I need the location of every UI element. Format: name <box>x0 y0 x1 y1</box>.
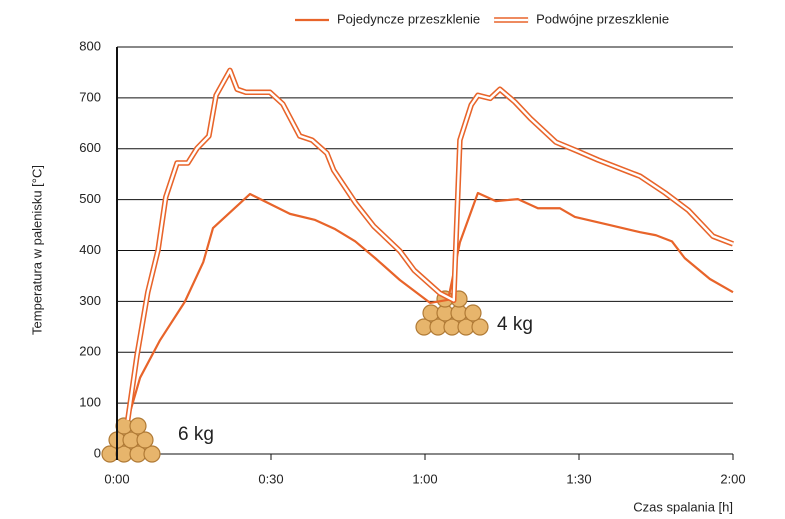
legend-label: Podwójne przeszklenie <box>536 11 669 26</box>
y-tick-label: 100 <box>79 395 101 410</box>
y-tick-label: 0 <box>94 445 101 460</box>
y-tick-label: 800 <box>79 38 101 53</box>
x-tick-label: 1:00 <box>412 471 437 486</box>
x-axis-label: Czas spalania [h] <box>633 499 733 514</box>
chart: Temperatura w palenisku [°C] Czas spalan… <box>0 0 785 519</box>
x-tick-label: 0:30 <box>258 471 283 486</box>
line-inner <box>128 70 733 420</box>
y-tick-label: 600 <box>79 140 101 155</box>
x-tick-label: 1:30 <box>566 471 591 486</box>
x-tick-label: 0:00 <box>104 471 129 486</box>
legend-label: Pojedyncze przeszklenie <box>337 11 480 26</box>
y-tick-label: 200 <box>79 344 101 359</box>
y-tick-label: 700 <box>79 89 101 104</box>
y-axis-label: Temperatura w palenisku [°C] <box>29 165 44 335</box>
y-tick-label: 400 <box>79 242 101 257</box>
annotation: 6 kg <box>178 424 214 445</box>
y-tick-label: 500 <box>79 191 101 206</box>
line <box>128 70 733 420</box>
x-tick-label: 2:00 <box>720 471 745 486</box>
y-tick-label: 300 <box>79 293 101 308</box>
annotation: 4 kg <box>497 314 533 335</box>
log-pile <box>102 418 160 462</box>
